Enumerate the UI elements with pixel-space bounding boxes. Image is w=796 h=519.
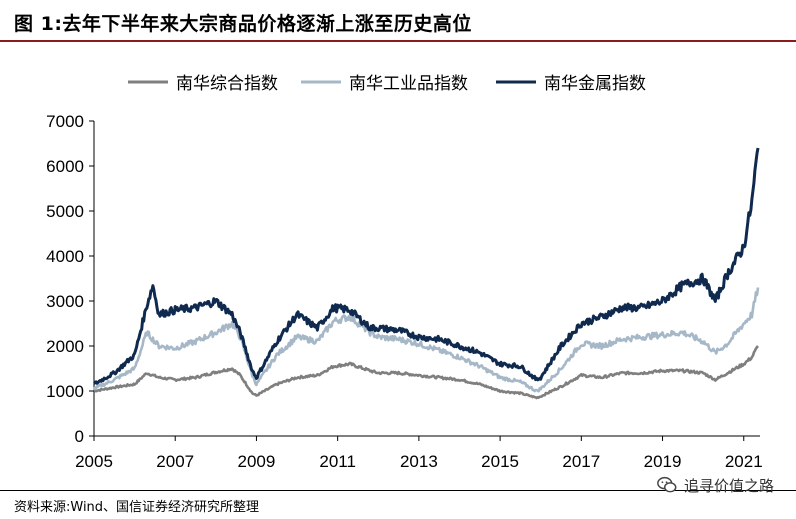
x-tick-label: 2019 xyxy=(644,452,682,471)
x-tick-label: 2009 xyxy=(238,452,276,471)
title-divider xyxy=(0,40,796,42)
y-tick-label: 7000 xyxy=(46,112,84,131)
series-line-1 xyxy=(93,345,759,400)
watermark: 追寻价值之路 xyxy=(656,471,774,499)
series-line-2 xyxy=(92,287,760,393)
legend-label-3: 南华金属指数 xyxy=(544,74,646,94)
figure-title: 图 1:去年下半年来大宗商品价格逐渐上涨至历史高位 xyxy=(14,13,472,35)
x-tick-label: 2007 xyxy=(156,452,194,471)
legend-label-1: 南华综合指数 xyxy=(176,74,278,94)
footer-divider xyxy=(0,490,796,491)
y-tick-label: 3000 xyxy=(46,292,84,311)
figure-title-bar: 图 1:去年下半年来大宗商品价格逐渐上涨至历史高位 xyxy=(0,0,796,40)
series-line-3 xyxy=(93,147,760,385)
x-tick-label: 2017 xyxy=(562,452,600,471)
source-note: 资料来源:Wind、国信证券经济研究所整理 xyxy=(14,500,260,515)
x-tick-label: 2013 xyxy=(400,452,438,471)
y-tick-label: 2000 xyxy=(46,337,84,356)
watermark-text: 追寻价值之路 xyxy=(683,476,774,495)
x-tick-label: 2011 xyxy=(319,452,356,471)
x-tick-label: 2015 xyxy=(481,452,519,471)
y-tick-label: 0 xyxy=(75,427,84,446)
legend-label-2: 南华工业品指数 xyxy=(349,74,468,94)
y-tick-label: 4000 xyxy=(46,247,84,266)
x-tick-label: 2021 xyxy=(725,452,763,471)
wechat-icon xyxy=(657,476,677,493)
line-chart: 0 1000 2000 3000 4000 5000 6000 7000 2005 2007 200… xyxy=(46,74,763,471)
y-tick-label: 6000 xyxy=(46,157,84,176)
y-tick-label: 1000 xyxy=(46,382,84,401)
x-tick-label: 2005 xyxy=(75,452,113,471)
y-tick-label: 5000 xyxy=(46,202,84,221)
